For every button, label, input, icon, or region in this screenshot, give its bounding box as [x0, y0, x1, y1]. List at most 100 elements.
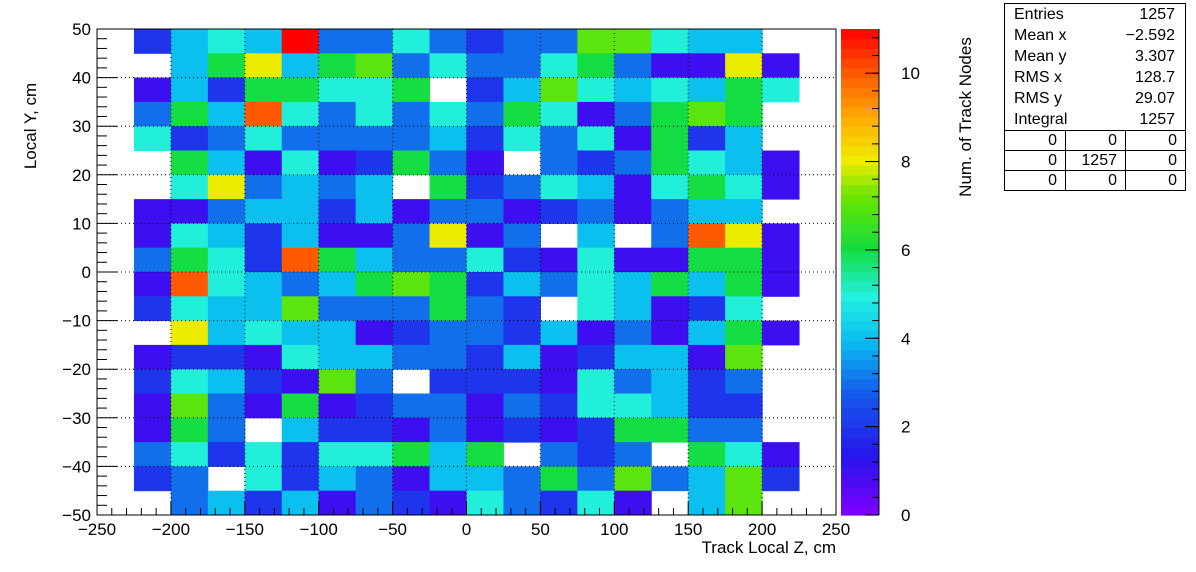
y-tick-label: −30: [62, 409, 91, 428]
heatmap-cell: [688, 417, 726, 443]
heatmap-cell: [355, 490, 394, 516]
heatmap-cell: [540, 272, 578, 297]
heatmap-cell: [207, 272, 246, 297]
heatmap-cell: [281, 344, 320, 370]
palette-swatch: [841, 291, 879, 302]
heatmap-cell: [466, 174, 504, 200]
stat-label: Entries: [1014, 6, 1064, 23]
heatmap-cell: [540, 29, 578, 54]
heatmap-cell: [651, 126, 689, 151]
heatmap-cell: [466, 53, 504, 79]
overflow-cell: 0: [1005, 150, 1065, 170]
heatmap-cell: [429, 126, 467, 151]
heatmap-cell: [244, 320, 283, 346]
heatmap-cell: [392, 53, 431, 79]
heatmap-cell: [318, 466, 357, 492]
x-tick-label: −100: [300, 520, 338, 539]
heatmap-cell: [725, 223, 763, 249]
x-tick-label: 200: [748, 520, 776, 539]
heatmap-cell: [392, 199, 431, 224]
heatmap-cell: [392, 393, 431, 419]
heatmap-cell: [170, 296, 209, 322]
heatmap-cell: [577, 344, 615, 370]
stat-label: Mean x: [1014, 27, 1067, 44]
heatmap-cell: [466, 101, 504, 127]
heatmap-cell: [429, 417, 467, 443]
heatmap-cell: [503, 174, 541, 200]
heatmap-cell: [429, 369, 467, 394]
heatmap-cell: [244, 466, 283, 492]
heatmap-cell: [688, 369, 726, 394]
heatmap-cell: [170, 320, 209, 346]
heatmap-cell: [170, 150, 209, 176]
heatmap-cell: [244, 199, 283, 224]
overflow-cell: 0: [1065, 130, 1125, 150]
heatmap-cell: [651, 272, 689, 297]
heatmap-cell: [540, 344, 578, 370]
heatmap-cell: [207, 29, 246, 54]
heatmap-cell: [318, 320, 357, 346]
heatmap-cell: [688, 320, 726, 346]
heatmap-cell: [207, 393, 246, 419]
y-tick-label: −10: [62, 312, 91, 331]
heatmap-cell: [355, 223, 394, 249]
heatmap-cell: [540, 247, 578, 273]
palette-swatch: [841, 369, 879, 380]
heatmap-cell: [281, 417, 320, 443]
heatmap-cell: [355, 77, 394, 103]
heatmap-cell: [725, 344, 763, 370]
heatmap-cell: [355, 369, 394, 394]
heatmap-cell: [540, 126, 578, 151]
stat-row: Integral 1257: [1005, 109, 1185, 130]
palette-swatch: [841, 408, 879, 419]
heatmap-cell: [207, 199, 246, 224]
heatmap-cell: [244, 369, 283, 394]
heatmap-cell: [725, 442, 763, 467]
palette-swatch: [841, 456, 879, 467]
palette-swatch: [841, 87, 879, 98]
heatmap-cell: [355, 466, 394, 492]
heatmap-cell: [577, 223, 615, 249]
heatmap-cell: [651, 369, 689, 394]
heatmap-cell: [207, 247, 246, 273]
palette-swatch: [841, 320, 879, 331]
heatmap-cell: [725, 126, 763, 151]
heatmap-cell: [503, 490, 541, 516]
heatmap-cell: [540, 417, 578, 443]
color-axis-label: Num. of Track Nodes: [956, 37, 975, 197]
heatmap-cell: [170, 490, 209, 516]
heatmap-cell: [466, 369, 504, 394]
heatmap-cell: [614, 320, 652, 346]
heatmap-cell: [133, 296, 172, 322]
palette-swatch: [841, 48, 879, 59]
heatmap-cell: [170, 247, 209, 273]
heatmap-cell: [133, 272, 172, 297]
heatmap-cell: [244, 126, 283, 151]
heatmap-cell: [503, 320, 541, 346]
y-tick-label: 0: [82, 263, 91, 282]
heatmap-cell: [725, 29, 763, 54]
heatmap-cell: [133, 126, 172, 151]
heatmap-cell: [318, 296, 357, 322]
heatmap-cell: [577, 174, 615, 200]
heatmap-cell: [651, 466, 689, 492]
heatmap-cell: [688, 344, 726, 370]
heatmap-cell: [133, 101, 172, 127]
palette-swatch: [841, 116, 879, 127]
palette-swatch: [841, 58, 879, 69]
heatmap-cell: [503, 417, 541, 443]
heatmap-cell: [318, 150, 357, 176]
heatmap-cell: [466, 442, 504, 467]
palette-swatch: [841, 417, 879, 429]
heatmap-cell: [503, 199, 541, 224]
heatmap-cell: [133, 466, 172, 492]
palette-swatch: [841, 262, 879, 273]
heatmap-cell: [725, 466, 763, 492]
heatmap-cell: [392, 344, 431, 370]
heatmap-cell: [318, 442, 357, 467]
overflow-cell: 1257: [1065, 150, 1125, 170]
heatmap-cell: [762, 320, 800, 346]
heatmap-cell: [355, 247, 394, 273]
palette-swatch: [841, 476, 879, 487]
